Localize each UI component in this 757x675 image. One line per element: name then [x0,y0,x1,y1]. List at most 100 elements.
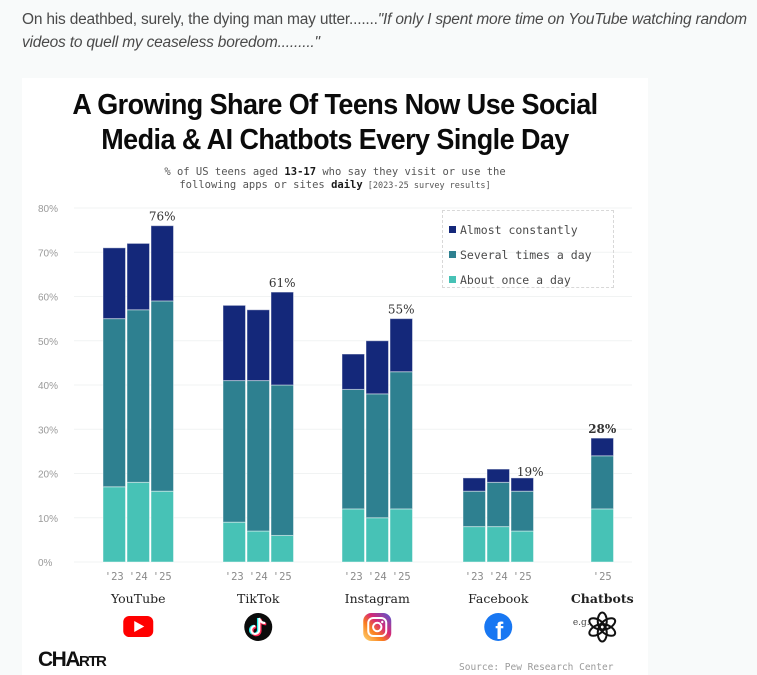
bar-segment-once-a-day [246,530,270,563]
chart-title-line-1: A Growing Share Of Teens Now Use Social [72,89,598,121]
chart-card: A Growing Share Of Teens Now Use Social … [22,78,648,675]
x-tick-year-label: '23 [105,571,124,583]
legend-label: Almost constantly [460,222,578,237]
facebook-glyph: f [495,618,504,645]
x-tick-year-label: '24 [249,571,268,583]
x-tick-year-label: '23 [225,571,244,583]
subtitle-text: who say they visit or use the [316,166,506,178]
instagram-glyph-lens [372,621,383,633]
instagram-glyph-frame [367,617,388,637]
subtitle-age-range: 13-17 [284,166,317,178]
y-tick-label: 40% [38,381,58,392]
y-tick-label: 20% [38,470,58,481]
bar-segment-several-times [270,384,294,536]
logo-text-small: RTR [79,653,107,670]
bar-segment-several-times [102,318,126,488]
total-data-label: 28% [588,422,617,436]
caption-quote: "If only I spent more time on YouTube wa… [22,11,747,51]
legend-label: Several times a day [460,247,592,262]
bar-segment-several-times [341,388,365,510]
bar-segment-once-a-day [270,534,294,563]
total-data-label: 61% [269,276,296,290]
bar-segment-almost-constantly [365,340,389,395]
bar-segment-almost-constantly [510,477,534,492]
legend-item-almost-constantly: Almost constantly [449,217,613,242]
category-label: Chatbots [571,591,634,606]
bar-segment-several-times [389,371,413,510]
y-tick-label: 60% [38,293,58,304]
legend-swatch-almost-constantly [449,226,456,233]
legend-label: About once a day [460,272,571,287]
tiktok-glyph [250,617,266,635]
bar-segment-almost-constantly [486,468,510,483]
facebook-icon [484,613,513,641]
x-tick-year-label: '24 [489,571,508,583]
bar-segment-almost-constantly [246,309,270,382]
legend-swatch-once-a-day [449,276,456,283]
y-tick-label: 10% [38,514,58,525]
bar-segment-several-times [510,490,534,532]
bar-segment-almost-constantly [270,291,294,386]
y-tick-label: 70% [38,248,58,259]
x-tick-year-label: '24 [129,571,148,583]
subtitle-text: % of US teens aged [164,166,285,178]
bar-segment-once-a-day [102,486,126,563]
x-tick-year-label: '25 [392,571,411,583]
y-tick-label: 0% [38,558,53,569]
bar-segment-almost-constantly [341,353,365,390]
bar-segment-once-a-day [590,508,614,563]
bar-segment-once-a-day [365,517,389,563]
y-tick-label: 30% [38,425,58,436]
bar-segment-almost-constantly [590,437,614,457]
x-tick-year-label: '25 [153,571,172,583]
legend-swatch-several-times [449,251,456,258]
bar-segment-once-a-day [126,481,150,563]
chart-subtitle: % of US teens aged 13-17 who say they vi… [22,166,648,193]
x-tick-year-label: '25 [273,571,292,583]
category-label: Facebook [468,591,529,606]
bar-segment-once-a-day [462,526,486,563]
bar-segment-several-times [222,380,246,523]
bar-segment-several-times [150,300,174,492]
bar-segment-several-times [365,393,389,519]
bar-segment-once-a-day [222,521,246,563]
chart-legend: Almost constantly Several times a day Ab… [442,210,614,288]
source-note: Source: Pew Research Center [459,662,614,673]
category-label: Instagram [345,591,410,606]
bar-segment-almost-constantly [126,242,150,311]
logo-text: CHA [38,648,81,671]
openai-icon-petal [588,617,606,631]
bar-segment-several-times [246,380,270,532]
x-tick-year-label: '24 [368,571,387,583]
bar-segment-once-a-day [510,530,534,563]
stacked-bar-chart: 0% 10% 20% 30% 40% 50% 60% 70% 80% '23 '24 '25 76% Yo… [38,204,634,645]
total-data-label: 55% [388,303,415,317]
youtube-play-glyph [134,621,145,632]
subtitle-daily: daily [331,179,363,191]
example-prefix-label: e.g. [573,618,590,628]
bar-segment-several-times [126,309,150,483]
bar-segment-several-times [462,490,486,528]
x-tick-year-label: '23 [465,571,484,583]
bar-segment-almost-constantly [462,477,486,492]
subtitle-survey-note: [2023-25 survey results] [362,181,491,191]
chart-title-line-2: Media & AI Chatbots Every Single Day [101,124,569,156]
bar-segment-almost-constantly [389,318,413,373]
legend-item-several-times: Several times a day [449,242,613,267]
caption-text: On his deathbed, surely, the dying man m… [22,11,378,28]
bar-segment-almost-constantly [102,247,126,320]
y-tick-label: 80% [38,204,58,215]
legend-item-once-a-day: About once a day [449,267,613,292]
bar-segment-once-a-day [341,508,365,563]
chart-title: A Growing Share Of Teens Now Use Social … [44,88,626,158]
x-tick-year-label: '23 [344,571,363,583]
total-data-label: 76% [149,210,176,224]
bar-segment-almost-constantly [222,304,246,382]
category-label: TikTok [237,591,280,606]
bar-segment-once-a-day [486,526,510,563]
bar-segment-several-times [486,481,510,528]
x-tick-year-label: '25 [593,571,612,583]
post-caption: On his deathbed, surely, the dying man m… [22,8,752,54]
total-data-label: 19% [517,465,544,479]
bar-segment-once-a-day [150,490,174,563]
